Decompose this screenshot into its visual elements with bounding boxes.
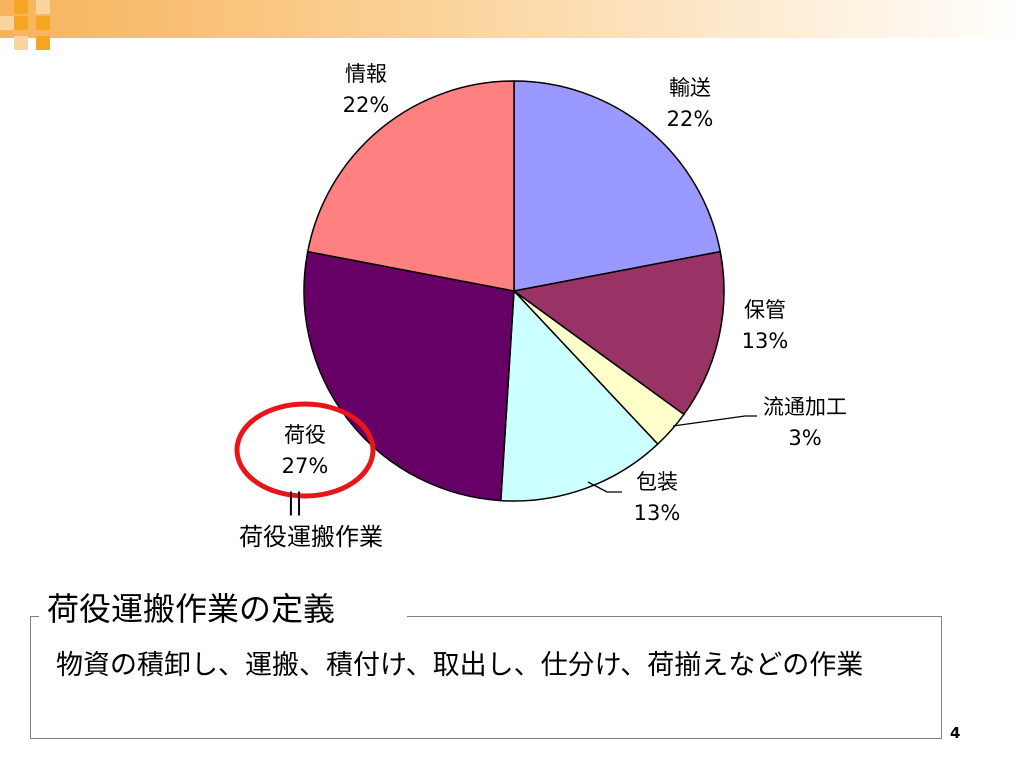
handling-work-label: 荷役運搬作業: [239, 523, 383, 551]
top-gradient-bar: [0, 0, 1024, 38]
leader-line-2: [672, 415, 757, 427]
slice-name-label-3: 包装: [636, 470, 678, 494]
slice-value-label-3: 13%: [634, 501, 681, 525]
pie-slice-5: [306, 80, 515, 292]
slice-value-label-5: 22%: [343, 93, 390, 117]
definition-body: 物資の積卸し、運搬、積付け、取出し、仕分け、荷揃えなどの作業: [56, 650, 864, 681]
slice-name-label-0: 輸送: [669, 76, 711, 100]
slice-name-label-5: 情報: [345, 62, 387, 86]
slice-name-label-2: 流通加工: [763, 395, 847, 419]
definition-box: [30, 616, 942, 739]
highlight-circle: [234, 401, 376, 499]
pie-slice-0: [513, 80, 722, 292]
slice-name-label-4: 荷役: [284, 423, 326, 447]
leader-line-3: [587, 481, 622, 493]
pie-slice-1: [512, 250, 725, 416]
pie-slice-4: [303, 250, 515, 502]
equals-sign: ||: [286, 488, 304, 516]
slice-value-label-4: 27%: [282, 454, 329, 478]
slice-name-label-1: 保管: [744, 298, 786, 322]
slice-value-label-1: 13%: [742, 329, 789, 353]
definition-title: 荷役運搬作業の定義: [43, 587, 340, 631]
slice-value-label-2: 3%: [788, 426, 821, 450]
page-number: 4: [950, 724, 961, 742]
slice-value-label-0: 22%: [667, 107, 714, 131]
pie-slice-3: [500, 289, 659, 502]
pie-chart: 輸送 22% 保管 13% 流通加工 3% 包装 13% 荷役 27% 情報 22%: [234, 62, 847, 525]
